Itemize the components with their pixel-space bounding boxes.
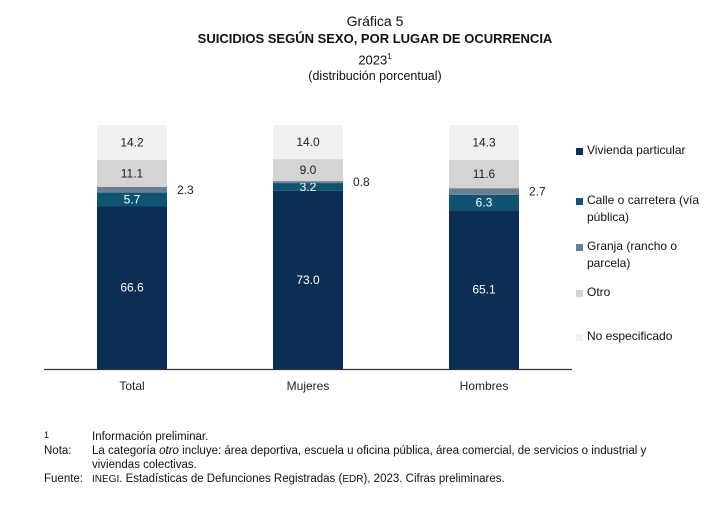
data-label-total-vivienda-particular: 66.6 (120, 281, 144, 295)
source-key: Fuente: (44, 473, 83, 485)
bar-segment-mujeres-calle-o-carretera-via-publica (273, 183, 343, 191)
nota-key: Nota: (44, 445, 72, 457)
footnote-key: 1 (44, 430, 50, 440)
data-label-mujeres-no-especificado: 14.0 (296, 135, 320, 149)
legend-label-granja-rancho-o-parcela: Granja (rancho o parcela) (587, 239, 678, 270)
bar-segment-hombres-calle-o-carretera-via-publica (449, 194, 519, 211)
bar-segment-total-calle-o-carretera-via-publica (97, 192, 167, 207)
source-end: ), 2023. Cifras preliminares. (363, 473, 505, 485)
chart-subtitle: (distribución porcentual) (308, 69, 442, 84)
nota-prefix: La categoría (92, 445, 160, 457)
nota-rest: incluye: área deportiva, escuela u ofici… (92, 445, 647, 471)
bar-segment-hombres-no-especificado (449, 125, 519, 160)
category-label-hombres: Hombres (460, 379, 509, 393)
source-org: INEGI (92, 474, 120, 485)
data-label-total-otro: 11.1 (121, 166, 144, 180)
source-abbr: EDR (342, 474, 364, 485)
legend-label-otro: Otro (587, 285, 611, 299)
bar-segment-hombres-vivienda-particular (449, 210, 519, 369)
bar-segment-total-otro (97, 159, 167, 187)
legend-swatch-vivienda-particular (576, 148, 583, 155)
chart-notes: 1 Información preliminar. Nota: La categ… (44, 430, 694, 487)
bar-segment-mujeres-granja-rancho-o-parcela (273, 181, 343, 184)
source-mid: . Estadísticas de Defunciones Registrada… (119, 473, 343, 485)
legend-label-no-especificado: No especificado (587, 329, 673, 343)
legend-swatch-calle-o-carretera-via-publica (576, 198, 583, 205)
data-label-total-calle-o-carretera-via-publica: 5.7 (124, 193, 141, 207)
data-label-mujeres-otro: 9.0 (300, 163, 317, 177)
nota-text: La categoría otro incluye: área deportiv… (92, 444, 694, 472)
legend-label-vivienda-particular: Vivienda particular (587, 143, 686, 157)
bar-segment-mujeres-otro (273, 159, 343, 182)
year-footnote-mark: 1 (387, 52, 392, 61)
bar-segment-total-granja-rancho-o-parcela (97, 186, 167, 193)
chart-titles: Gráfica 5 SUICIDIOS SEGÚN SEXO, POR LUGA… (0, 12, 720, 85)
year-text: 2023 (358, 52, 388, 68)
data-label-hombres-vivienda-particular: 65.1 (472, 283, 496, 297)
legend-swatch-no-especificado (576, 334, 583, 341)
chart-title: SUICIDIOS SEGÚN SEXO, POR LUGAR DE OCURR… (197, 31, 553, 46)
data-label-hombres-granja-rancho-o-parcela: 2.7 (529, 184, 546, 198)
legend-swatch-otro (576, 290, 583, 297)
bar-segment-total-vivienda-particular (97, 206, 167, 369)
chart-year: 20231 (0, 48, 720, 68)
footnote-row: 1 Información preliminar. (44, 430, 694, 444)
data-label-total-no-especificado: 14.2 (120, 136, 144, 150)
legend-swatch-granja-rancho-o-parcela (576, 244, 583, 251)
source-text: INEGI. Estadísticas de Defunciones Regis… (92, 473, 505, 485)
category-label-mujeres: Mujeres (287, 379, 330, 393)
source-row: Fuente: INEGI. Estadísticas de Defuncione… (44, 472, 694, 487)
footnote-text: Información preliminar. (92, 431, 209, 443)
category-label-total: Total (119, 379, 144, 393)
data-label-hombres-calle-o-carretera-via-publica: 6.3 (476, 195, 493, 209)
data-label-mujeres-vivienda-particular: 73.0 (296, 273, 320, 287)
nota-row: Nota: La categoría otro incluye: área de… (44, 444, 694, 472)
bar-segment-mujeres-no-especificado (273, 125, 343, 160)
nota-italic: otro (159, 445, 179, 457)
data-label-mujeres-calle-o-carretera-via-publica: 3.2 (300, 180, 317, 194)
bar-segment-mujeres-vivienda-particular (273, 190, 343, 369)
data-label-total-granja-rancho-o-parcela: 2.3 (177, 183, 194, 197)
legend-label-calle-o-carretera-via-publica: Calle o carretera (vía pública) (587, 193, 700, 224)
data-label-hombres-otro: 11.6 (473, 167, 496, 181)
data-label-hombres-no-especificado: 14.3 (472, 135, 496, 149)
figure-label: Gráfica 5 (346, 13, 404, 29)
bar-segment-total-no-especificado (97, 125, 167, 160)
bar-segment-hombres-otro (449, 159, 519, 189)
bar-segment-hombres-granja-rancho-o-parcela (449, 188, 519, 195)
data-label-mujeres-granja-rancho-o-parcela: 0.8 (353, 175, 370, 189)
